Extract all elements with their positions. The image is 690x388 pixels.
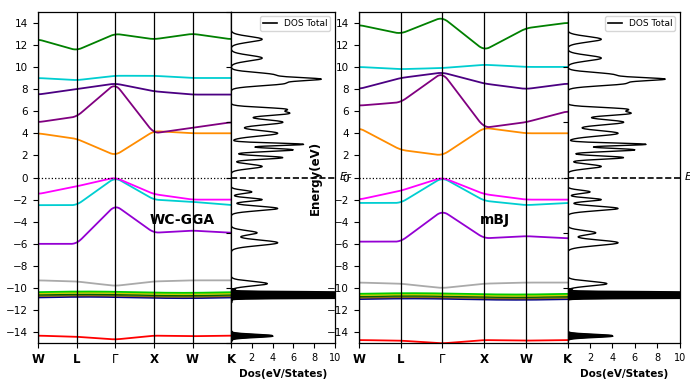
Text: $E_F$: $E_F$ bbox=[339, 171, 353, 184]
Legend: DOS Total: DOS Total bbox=[605, 16, 675, 31]
X-axis label: Dos(eV/States): Dos(eV/States) bbox=[239, 369, 327, 379]
X-axis label: Dos(eV/States): Dos(eV/States) bbox=[580, 369, 668, 379]
Text: WC-GGA: WC-GGA bbox=[150, 213, 215, 227]
Y-axis label: Energy(eV): Energy(eV) bbox=[308, 140, 322, 215]
Text: $E_F$: $E_F$ bbox=[684, 171, 690, 184]
Text: mBJ: mBJ bbox=[480, 213, 510, 227]
Legend: DOS Total: DOS Total bbox=[260, 16, 330, 31]
